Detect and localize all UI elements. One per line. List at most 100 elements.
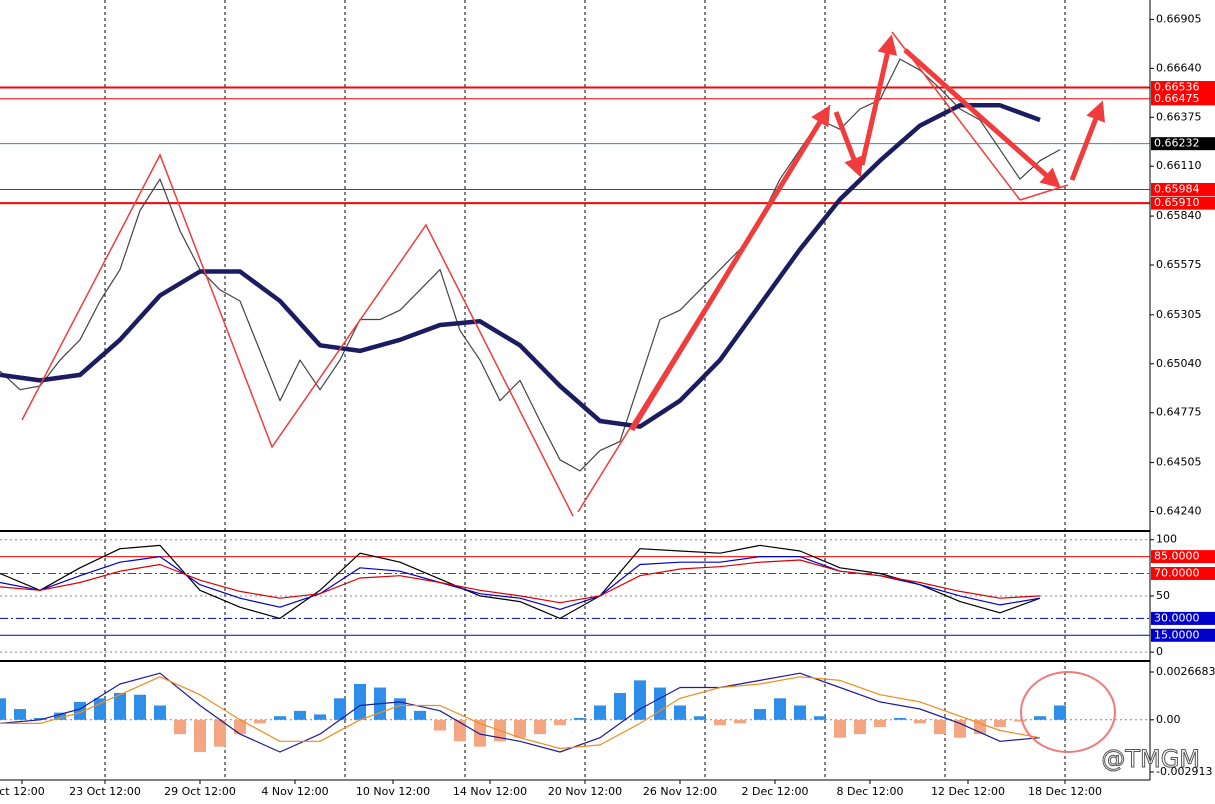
histogram-bar [914, 719, 926, 724]
histogram-bar [94, 698, 106, 720]
histogram-bar [194, 719, 206, 753]
level-label: 15.0000 [1154, 628, 1200, 641]
y-tick-label: 0.65575 [1156, 258, 1202, 271]
x-tick-label: 23 Oct 12:00 [69, 785, 141, 798]
y-tick-label: 0 [1156, 645, 1163, 658]
level-label: 0.65984 [1154, 182, 1200, 195]
histogram-bar [674, 705, 686, 720]
histogram-bar [574, 718, 586, 720]
arrow [833, 111, 864, 178]
histogram-bar [214, 719, 226, 747]
histogram-bar [654, 687, 666, 720]
x-tick-label: 10 Nov 12:00 [356, 785, 430, 798]
series-line [0, 559, 1041, 604]
histogram-bar [354, 683, 366, 720]
histogram-bar [294, 710, 306, 720]
level-label: 70.0000 [1154, 566, 1200, 579]
arrow [859, 34, 898, 166]
histogram-bar [114, 692, 126, 720]
histogram-bar [554, 719, 566, 726]
series-line [0, 672, 1041, 753]
x-tick-label: 26 Nov 12:00 [643, 785, 717, 798]
level-label: 0.66536 [1154, 81, 1200, 94]
histogram-bar [174, 719, 186, 735]
watermark: @TMGM [1101, 745, 1200, 773]
histogram-bar [254, 719, 266, 724]
histogram-bar [334, 698, 346, 720]
histogram-bar [234, 719, 246, 735]
series-line [0, 544, 1041, 619]
histogram-bar [774, 698, 786, 720]
y-tick-label: 0.0026683 [1156, 665, 1215, 678]
level-label: 0.66475 [1154, 92, 1200, 105]
y-tick-label: 0.66110 [1156, 159, 1202, 172]
x-tick-label: 14 Nov 12:00 [453, 785, 527, 798]
histogram-bar [534, 719, 546, 735]
y-tick-label: -0.002913 [1156, 765, 1212, 778]
series-line [0, 676, 1041, 750]
arrow [629, 105, 831, 432]
y-tick-label: 0.00 [1156, 713, 1181, 726]
histogram-bar [694, 716, 706, 720]
level-label-bg [1151, 92, 1215, 106]
histogram-bar [814, 716, 826, 720]
histogram-bar [54, 712, 66, 720]
histogram-bar [854, 719, 866, 735]
histogram-bar [634, 680, 646, 720]
x-tick-label: 4 Nov 12:00 [261, 785, 328, 798]
histogram-bar [414, 710, 426, 720]
y-tick-label: 0.66905 [1156, 12, 1202, 25]
level-label: 85.0000 [1154, 550, 1200, 563]
histogram-bar [894, 718, 906, 720]
x-tick-label: 2 Dec 12:00 [742, 785, 809, 798]
histogram-bar [74, 701, 86, 720]
level-label-bg [1151, 566, 1215, 580]
histogram-bar [454, 719, 466, 742]
y-tick-label: 100 [1156, 533, 1177, 546]
level-label-bg [1151, 628, 1215, 642]
histogram-bar [614, 692, 626, 720]
y-tick-label: 0.66375 [1156, 110, 1202, 123]
level-label: 0.65910 [1154, 196, 1200, 209]
level-label-bg [1151, 196, 1215, 210]
level-label-bg [1151, 81, 1215, 95]
level-label-bg [1151, 550, 1215, 564]
histogram-bar [314, 714, 326, 720]
y-tick-label: 0.65040 [1156, 357, 1202, 370]
histogram-bar [594, 705, 606, 720]
x-tick-label: 8 Dec 12:00 [837, 785, 904, 798]
series-line [0, 58, 1061, 472]
histogram-bar [714, 719, 726, 726]
y-tick-label: 0.66640 [1156, 61, 1202, 74]
histogram-bar [874, 719, 886, 727]
histogram-bar [514, 719, 526, 738]
histogram-bar [1014, 719, 1026, 722]
level-label: 0.66232 [1154, 137, 1200, 150]
y-tick-label: 0.64505 [1156, 456, 1202, 469]
level-label-bg [1151, 182, 1215, 196]
level-label-bg [1151, 137, 1215, 151]
analysis-drawings [21, 31, 1116, 753]
level-label: 30.0000 [1154, 611, 1200, 624]
histogram-bar [34, 718, 46, 720]
series-line [0, 103, 1041, 429]
x-tick-label: 20 Nov 12:00 [548, 785, 622, 798]
x-tick-label: ct 12:00 [0, 785, 45, 798]
histogram-bar [994, 719, 1006, 727]
histogram-bar [1034, 716, 1046, 720]
histogram-bar [434, 719, 446, 731]
histogram-bar [734, 719, 746, 724]
histogram-bar [934, 719, 946, 735]
x-tick-label: 29 Oct 12:00 [164, 785, 236, 798]
arrow [903, 48, 1061, 189]
x-tick-label: 18 Dec 12:00 [1028, 785, 1102, 798]
histogram-bar [134, 694, 146, 720]
histogram-bar [474, 719, 486, 747]
histogram-bar [154, 705, 166, 720]
level-label-bg [1151, 611, 1215, 625]
zigzag [21, 153, 574, 517]
arrow [1069, 100, 1105, 181]
